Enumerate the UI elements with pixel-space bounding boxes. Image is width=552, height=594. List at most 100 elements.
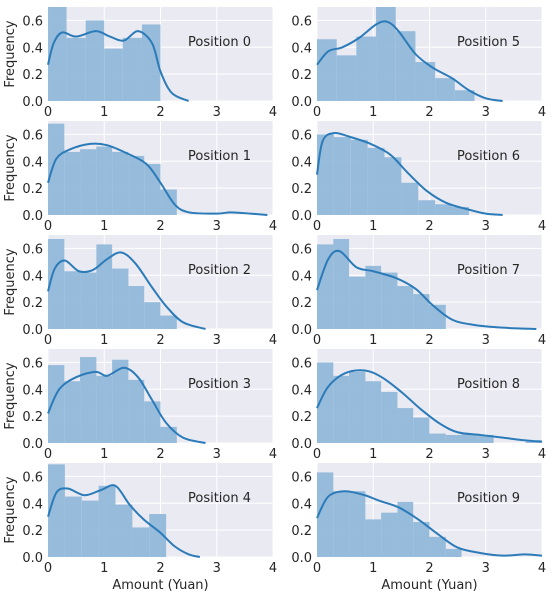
histogram-bar [384, 157, 402, 215]
histogram-bar [317, 472, 334, 557]
histogram-bar [64, 151, 81, 215]
x-tick-label: 3 [213, 105, 221, 120]
y-tick-label: 0.2 [22, 296, 43, 311]
histogram-bar [452, 206, 469, 215]
histogram-bar [381, 272, 398, 329]
histogram-bar [381, 391, 398, 443]
histogram-bar [376, 7, 396, 101]
x-tick-label: 1 [369, 561, 377, 576]
histogram-bar [98, 485, 116, 557]
y-tick-label: 0.6 [22, 356, 43, 371]
histogram-bar [413, 522, 430, 557]
histogram-bar [397, 286, 414, 329]
y-tick-label: 0.0 [291, 209, 312, 224]
y-tick-label: 0.2 [291, 524, 312, 539]
histogram-bar [317, 244, 334, 329]
y-tick-label: 0.0 [22, 437, 43, 452]
y-tick-label: 0.4 [291, 497, 312, 512]
x-tick-label: 3 [482, 447, 490, 462]
histogram-bar [141, 24, 161, 102]
panel-label: Position 4 [188, 491, 251, 506]
histogram-bar [435, 204, 452, 215]
histogram-bar [64, 381, 81, 443]
x-tick-label: 2 [425, 561, 433, 576]
x-axis-title: Amount (Yuan) [381, 578, 477, 593]
y-tick-label: 0.6 [22, 14, 43, 29]
histogram-bar [333, 375, 350, 443]
y-tick-label: 0.2 [22, 68, 43, 83]
x-tick-label: 0 [44, 447, 52, 462]
histogram-bar [104, 48, 123, 101]
panel-label: Position 5 [457, 35, 520, 50]
x-tick-label: 4 [269, 447, 277, 462]
kde-curve [316, 249, 537, 330]
x-tick-label: 2 [156, 333, 164, 348]
histogram-bar [429, 304, 446, 329]
histogram-bar [96, 375, 113, 443]
x-tick-label: 1 [369, 447, 377, 462]
histogram-bar [317, 134, 334, 215]
histogram-bar [80, 357, 97, 443]
x-tick-label: 1 [100, 447, 108, 462]
x-tick-label: 4 [269, 105, 277, 120]
y-axis-title: Frequency [3, 362, 18, 429]
y-tick-label: 0.2 [291, 182, 312, 197]
y-tick-label: 0.2 [291, 296, 312, 311]
y-tick-label: 0.4 [291, 383, 312, 398]
panel-label: Position 3 [188, 377, 251, 392]
histogram-bar [397, 408, 414, 443]
y-tick-label: 0.4 [22, 383, 43, 398]
histogram-bar [132, 527, 150, 557]
histogram-bar [317, 39, 337, 101]
x-tick-label: 1 [100, 105, 108, 120]
histogram-bar [80, 272, 97, 329]
x-tick-label: 1 [100, 219, 108, 234]
histogram-bar [112, 359, 129, 443]
y-tick-label: 0.4 [291, 155, 312, 170]
histogram-bar [445, 434, 462, 443]
histogram-bar [429, 536, 446, 557]
kde-curve [316, 131, 503, 216]
histogram-bar [122, 37, 142, 101]
x-tick-label: 4 [538, 561, 546, 576]
histogram-bar [64, 271, 81, 329]
histogram-bar [112, 151, 129, 215]
x-tick-label: 3 [482, 219, 490, 234]
histogram-bar [413, 417, 430, 443]
x-tick-label: 2 [425, 333, 433, 348]
histogram-bar [454, 90, 475, 101]
y-tick-label: 0.4 [22, 41, 43, 56]
histogram-bar [333, 239, 350, 329]
histogram-bar [144, 302, 161, 329]
y-tick-label: 0.4 [22, 497, 43, 512]
kde-curve [316, 490, 543, 557]
y-tick-label: 0.0 [291, 551, 312, 566]
panel-label: Position 2 [188, 263, 251, 278]
y-tick-label: 0.4 [22, 155, 43, 170]
y-tick-label: 0.0 [291, 323, 312, 338]
histogram-bar [397, 501, 414, 557]
panel-label: Position 0 [188, 35, 251, 50]
histogram-bar [349, 371, 366, 443]
y-tick-label: 0.2 [22, 410, 43, 425]
x-tick-label: 2 [425, 447, 433, 462]
histogram-bar [48, 365, 65, 443]
y-tick-label: 0.6 [291, 14, 312, 29]
x-tick-label: 0 [44, 561, 52, 576]
histogram-bar [80, 149, 97, 215]
kde-curve [316, 369, 543, 443]
panel-label: Position 8 [457, 377, 520, 392]
x-tick-label: 2 [156, 561, 164, 576]
x-tick-label: 3 [213, 333, 221, 348]
kde-curve [47, 30, 190, 102]
x-tick-label: 0 [313, 447, 321, 462]
x-tick-label: 4 [538, 447, 546, 462]
histogram-bar [128, 379, 145, 443]
y-tick-label: 0.4 [291, 41, 312, 56]
y-tick-label: 0.2 [22, 524, 43, 539]
y-axis-title: Frequency [3, 20, 18, 87]
y-axis-title: Frequency [3, 134, 18, 201]
panel-label: Position 7 [457, 263, 520, 278]
x-tick-label: 1 [100, 333, 108, 348]
